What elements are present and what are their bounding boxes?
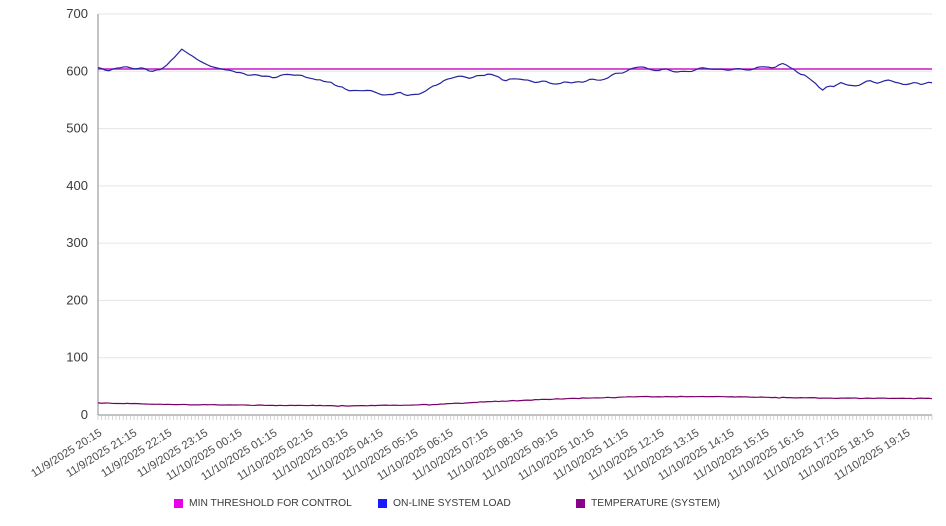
svg-text:200: 200 [66, 292, 88, 307]
svg-text:300: 300 [66, 235, 88, 250]
svg-text:0: 0 [81, 407, 88, 422]
svg-text:500: 500 [66, 121, 88, 136]
svg-text:600: 600 [66, 63, 88, 78]
svg-text:100: 100 [66, 350, 88, 365]
svg-text:400: 400 [66, 178, 88, 193]
svg-text:700: 700 [66, 6, 88, 21]
